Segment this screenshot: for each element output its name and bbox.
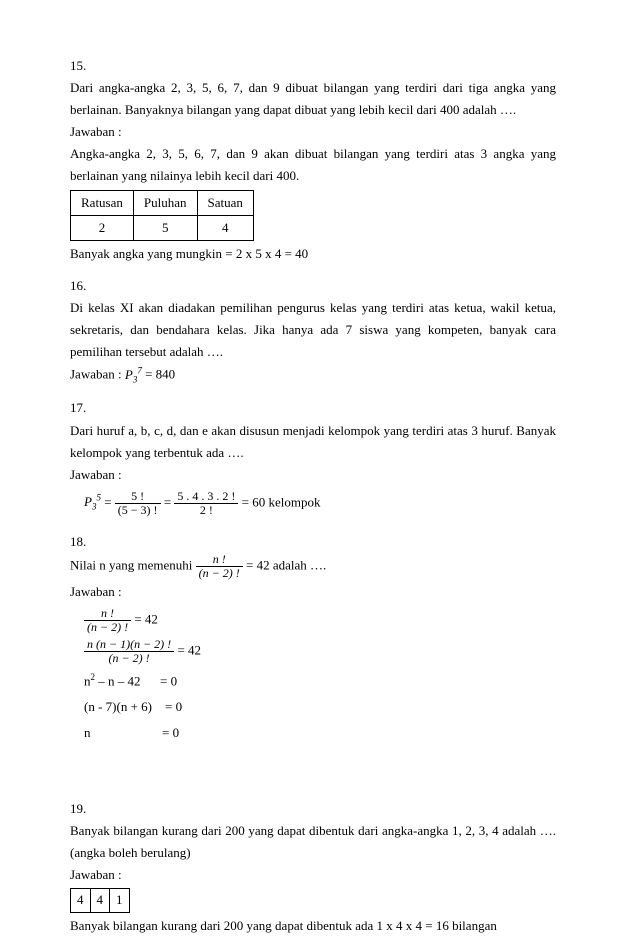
- q17-perm-sub: 3: [92, 502, 97, 512]
- q17-number: 17.: [70, 397, 92, 419]
- q18-suffix: adalah ….: [273, 558, 326, 573]
- q18-eq3: n2 – n – 42 = 0: [84, 670, 556, 692]
- q15-th1: Ratusan: [71, 190, 134, 215]
- q18-jawab: Jawaban :: [70, 584, 122, 599]
- question-16: 16. Di kelas XI akan diadakan pemilihan …: [70, 275, 578, 388]
- q15-jawab: Jawaban :: [70, 124, 122, 139]
- q18-frac0-num: n !: [196, 553, 243, 567]
- q18-frac2-den: (n − 2) !: [84, 652, 174, 665]
- q18-frac1-num: n !: [84, 607, 131, 621]
- q18-number: 18.: [70, 531, 92, 553]
- q16-perm-sup: 7: [137, 365, 142, 375]
- q15-td2: 5: [133, 215, 197, 240]
- q18-frac2-num: n (n − 1)(n − 2) !: [84, 638, 174, 652]
- q17-jawab: Jawaban :: [70, 467, 122, 482]
- q18-frac0-den: (n − 2) !: [196, 567, 243, 580]
- q16-number: 16.: [70, 275, 92, 297]
- q18-line3b: – n – 42: [95, 673, 141, 688]
- q18-line5b: = 0: [162, 725, 179, 740]
- q16-perm-sub: 3: [133, 374, 138, 384]
- q18-line3c: = 0: [160, 673, 177, 688]
- question-18: 18. Nilai n yang memenuhi n !(n − 2) ! =…: [70, 531, 578, 748]
- q19-number: 19.: [70, 798, 92, 820]
- q19-text: Banyak bilangan kurang dari 200 yang dap…: [70, 823, 556, 860]
- q17-equation: P35 = 5 !(5 − 3) ! = 5 . 4 . 3 . 2 !2 ! …: [84, 490, 556, 517]
- q16-text: Di kelas XI akan diadakan pemilihan peng…: [70, 300, 556, 359]
- q17-result: = 60 kelompok: [242, 494, 321, 509]
- q15-th2: Puluhan: [133, 190, 197, 215]
- q15-text2: Angka-angka 2, 3, 5, 6, 7, dan 9 akan di…: [70, 146, 556, 183]
- q19-c2: 4: [90, 889, 110, 912]
- q18-eq4: (n - 7)(n + 6) = 0: [84, 696, 556, 718]
- q18-val2: = 42: [177, 643, 201, 658]
- q16-perm-base: P: [125, 367, 133, 382]
- q18-line5a: n: [84, 725, 91, 740]
- q17-frac2-den: 2 !: [174, 504, 238, 517]
- q18-frac1-den: (n − 2) !: [84, 621, 131, 634]
- q18-eq5: n = 0: [84, 722, 556, 744]
- q17-frac1-den: (5 − 3) !: [115, 504, 161, 517]
- q17-perm-sup: 5: [96, 493, 101, 503]
- q17-text: Dari huruf a, b, c, d, dan e akan disusu…: [70, 423, 556, 460]
- q18-val1: = 42: [134, 611, 158, 626]
- question-19: 19. Banyak bilangan kurang dari 200 yang…: [70, 798, 578, 937]
- q19-jawab: Jawaban :: [70, 867, 122, 882]
- q15-td3: 4: [197, 215, 253, 240]
- question-17: 17. Dari huruf a, b, c, d, dan e akan di…: [70, 397, 578, 521]
- q18-line4b: = 0: [165, 699, 182, 714]
- q18-prefix: Nilai n yang memenuhi: [70, 558, 196, 573]
- q18-eq1: n !(n − 2) ! = 42: [84, 607, 556, 634]
- q19-table: 4 4 1: [70, 888, 130, 912]
- q16-jawab: Jawaban :: [70, 367, 125, 382]
- q19-result: Banyak bilangan kurang dari 200 yang dap…: [70, 918, 497, 933]
- q19-c3: 1: [110, 889, 130, 912]
- q18-line4a: (n - 7)(n + 6): [84, 699, 152, 714]
- q19-c1: 4: [71, 889, 91, 912]
- q16-perm: P37: [125, 367, 145, 382]
- q16-eq: = 840: [145, 367, 175, 382]
- q18-val0: = 42: [246, 558, 270, 573]
- q15-number: 15.: [70, 55, 92, 77]
- q17-frac1-num: 5 !: [115, 490, 161, 504]
- q17-perm-base: P: [84, 494, 92, 509]
- question-15: 15. Dari angka-angka 2, 3, 5, 6, 7, dan …: [70, 55, 578, 265]
- q15-table: Ratusan Puluhan Satuan 2 5 4: [70, 190, 254, 241]
- q15-text1: Dari angka-angka 2, 3, 5, 6, 7, dan 9 di…: [70, 80, 556, 117]
- q18-eq2: n (n − 1)(n − 2) !(n − 2) ! = 42: [84, 638, 556, 665]
- q15-td1: 2: [71, 215, 134, 240]
- q15-th3: Satuan: [197, 190, 253, 215]
- q17-frac2-num: 5 . 4 . 3 . 2 !: [174, 490, 238, 504]
- q15-result: Banyak angka yang mungkin = 2 x 5 x 4 = …: [70, 246, 308, 261]
